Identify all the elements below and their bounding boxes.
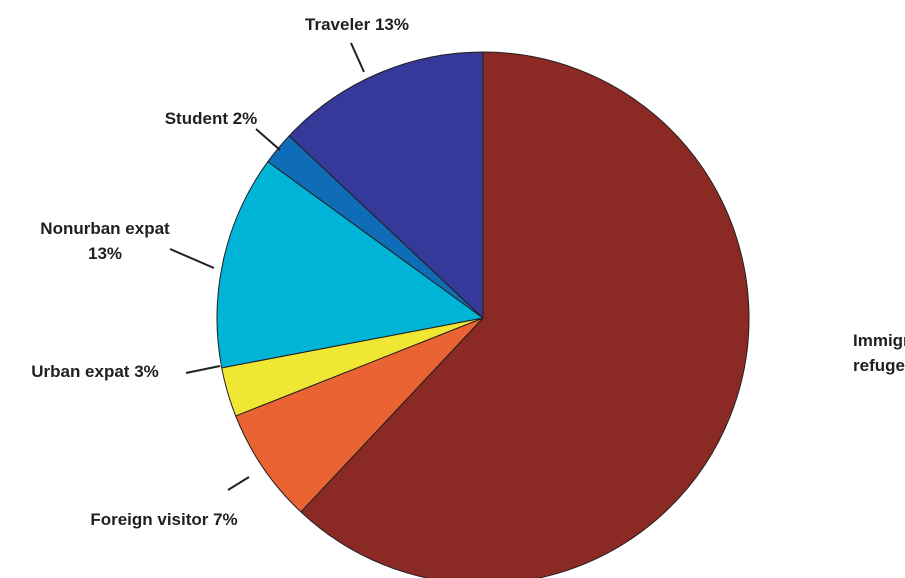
slice-label-immigrant-refugee: refugee 62% xyxy=(853,356,905,375)
leader-line-foreign-visitor xyxy=(227,476,250,491)
pie-slice-foreign-visitor xyxy=(235,317,484,513)
slice-label-traveler: Traveler 13% xyxy=(305,15,409,34)
leader-line-urban-expat xyxy=(185,365,221,374)
slice-label-nonurban-expat: Nonurban expat xyxy=(40,219,170,238)
pie-slice-traveler xyxy=(288,51,484,319)
slice-label-nonurban-expat: 13% xyxy=(88,244,122,263)
leader-line-traveler xyxy=(350,42,365,73)
label-leader-lines xyxy=(169,42,365,491)
slice-label-immigrant-refugee: Immigrant/ xyxy=(853,331,905,350)
slice-label-foreign-visitor: Foreign visitor 7% xyxy=(90,510,237,529)
leader-line-nonurban-expat xyxy=(169,248,215,269)
slice-label-student: Student 2% xyxy=(165,109,258,128)
pie-slice-nonurban-expat xyxy=(216,161,484,369)
pie-slice-immigrant-refugee xyxy=(300,51,750,578)
slice-labels: Immigrant/refugee 62% Foreign visitor 7% U… xyxy=(31,15,905,529)
leader-line-student xyxy=(255,128,281,151)
slice-label-urban-expat: Urban expat 3% xyxy=(31,362,159,381)
pie-slices xyxy=(216,51,750,578)
